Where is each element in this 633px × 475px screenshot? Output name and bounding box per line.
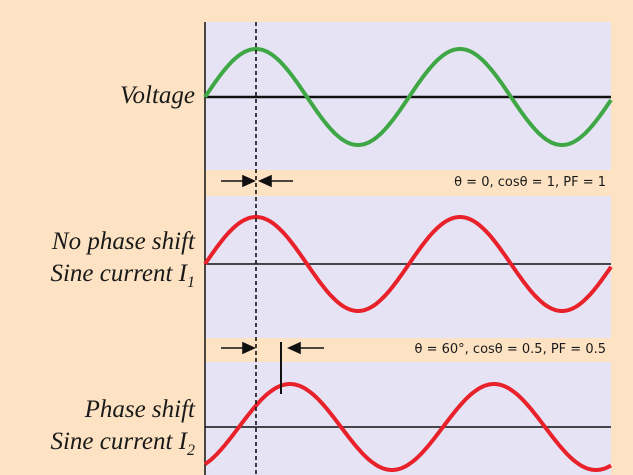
voltage-label: Voltage — [120, 82, 195, 109]
current1-label-line1: No phase shift — [51, 228, 195, 255]
current2-wave — [203, 382, 612, 472]
current2-label-line1: Phase shift — [84, 396, 195, 423]
current2-panel — [205, 362, 611, 475]
shift-formula: θ = 60°, cosθ = 0.5, PF = 0.5 — [415, 342, 607, 357]
no-shift-arrows — [221, 174, 293, 188]
current1-label-line2: Sine current I1 — [50, 260, 195, 291]
no-shift-formula: θ = 0, cosθ = 1, PF = 1 — [454, 175, 606, 190]
shift-arrows — [221, 341, 324, 355]
current2-label-line2: Sine current I2 — [50, 428, 195, 459]
current1-wave — [203, 215, 613, 313]
voltage-wave — [203, 47, 613, 147]
